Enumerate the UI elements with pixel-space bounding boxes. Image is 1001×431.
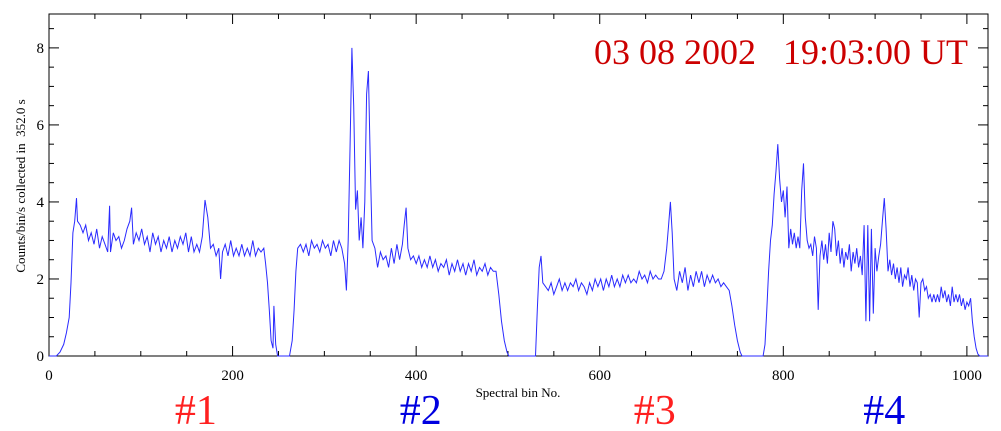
x-tick-label: 400 <box>405 368 428 384</box>
x-tick-label: 0 <box>45 368 53 384</box>
y-tick-label: 6 <box>37 118 45 134</box>
segment-label: #1 <box>175 388 217 431</box>
y-tick-label: 4 <box>37 195 45 211</box>
y-tick-label: 8 <box>37 41 45 57</box>
y-axis-label: Counts/bin/s collected in 352.0 s <box>13 99 28 272</box>
x-tick-label: 200 <box>221 368 244 384</box>
chart-title: 03 08 2002 19:03:00 UT <box>594 32 968 72</box>
segment-label: #2 <box>400 388 442 431</box>
x-axis-label: Spectral bin No. <box>476 385 561 400</box>
x-tick-label: 1000 <box>952 368 982 384</box>
y-tick-label: 2 <box>37 272 45 288</box>
segment-label: #4 <box>863 388 905 431</box>
axis-ticks: 0 200 400 600 800 1000 0 2 4 6 8 <box>37 14 988 384</box>
y-tick-label: 0 <box>37 349 45 365</box>
spectrum-line <box>49 47 988 357</box>
x-tick-label: 600 <box>588 368 611 384</box>
segment-label: #3 <box>634 388 676 431</box>
segment-labels: #1 #2 #3 #4 <box>175 388 905 431</box>
x-tick-label: 800 <box>772 368 795 384</box>
